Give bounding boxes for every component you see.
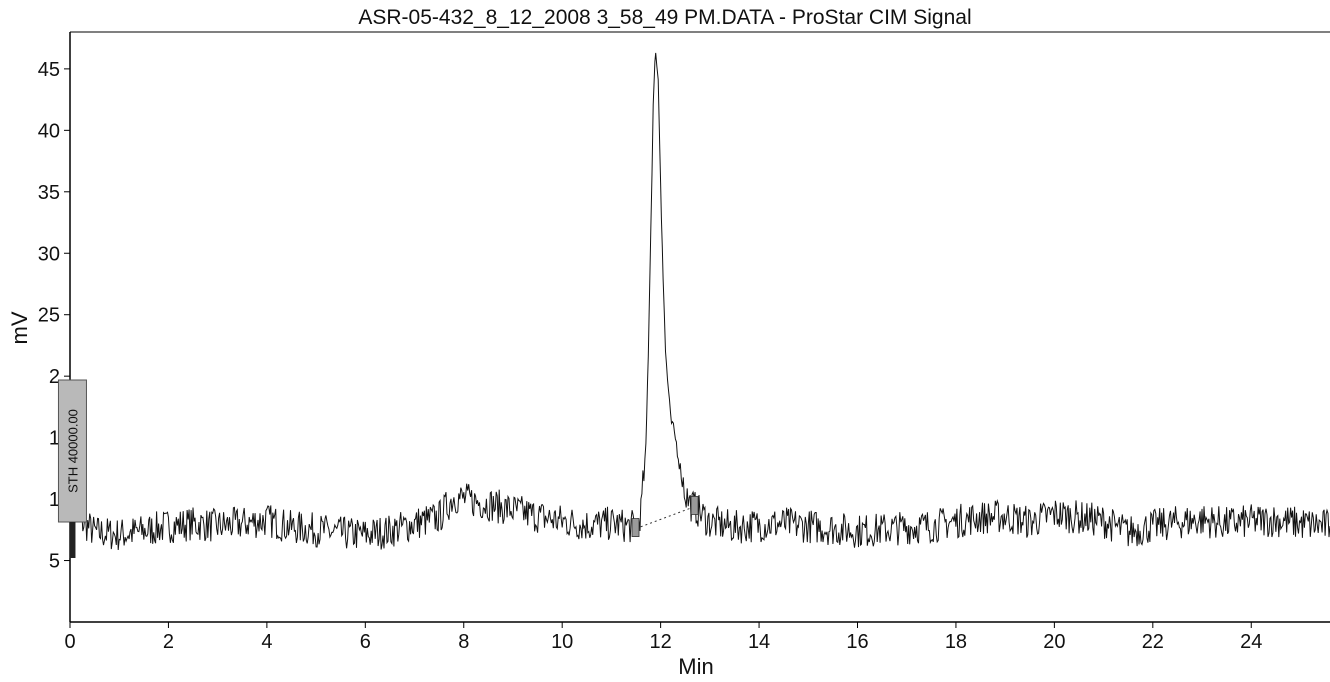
- event-marker-label: STH 40000.00: [65, 409, 80, 493]
- integration-baseline: [631, 496, 699, 537]
- peak-end-marker: [690, 496, 699, 515]
- x-tick-label: 14: [748, 631, 770, 653]
- peak-start-marker: [631, 518, 640, 537]
- x-tick-label: 16: [846, 631, 868, 653]
- event-marker-stem: [69, 522, 76, 558]
- y-tick-label: 30: [38, 243, 60, 265]
- baseline-line: [635, 505, 696, 530]
- x-axis-title: Min: [678, 654, 713, 679]
- y-tick-label: 5: [49, 551, 60, 573]
- x-tick-label: 10: [551, 631, 573, 653]
- x-tick-label: 20: [1043, 631, 1065, 653]
- x-tick-label: 12: [650, 631, 672, 653]
- x-tick-label: 0: [64, 631, 75, 653]
- y-tick-label: 45: [38, 59, 60, 81]
- event-marker: STH 40000.00: [57, 379, 87, 558]
- x-tick-label: 18: [945, 631, 967, 653]
- x-axis-ticks: 0 2 4 6 8 10 12 14 16 18 20 22 24: [64, 622, 1262, 653]
- y-tick-label: 35: [38, 182, 60, 204]
- x-tick-label: 24: [1240, 631, 1262, 653]
- signal-series: [69, 52, 1330, 551]
- x-tick-label: 4: [261, 631, 272, 653]
- signal-trace: [69, 52, 1330, 551]
- event-marker-badge: [57, 379, 87, 523]
- y-tick-label: 1: [49, 428, 60, 450]
- y-axis-title: mV: [7, 311, 32, 344]
- y-tick-label: 1: [49, 489, 60, 511]
- x-tick-label: 2: [163, 631, 174, 653]
- y-tick-label: 25: [38, 305, 60, 327]
- y-tick-label: 40: [38, 120, 60, 142]
- chart-title: ASR-05-432_8_12_2008 3_58_49 PM.DATA - P…: [358, 6, 971, 29]
- y-tick-label: 2: [49, 366, 60, 388]
- x-tick-label: 8: [458, 631, 469, 653]
- x-tick-label: 22: [1142, 631, 1164, 653]
- y-axis-ticks: 5 1 1 2 25 30 35 40 45: [38, 59, 70, 573]
- x-tick-label: 6: [360, 631, 371, 653]
